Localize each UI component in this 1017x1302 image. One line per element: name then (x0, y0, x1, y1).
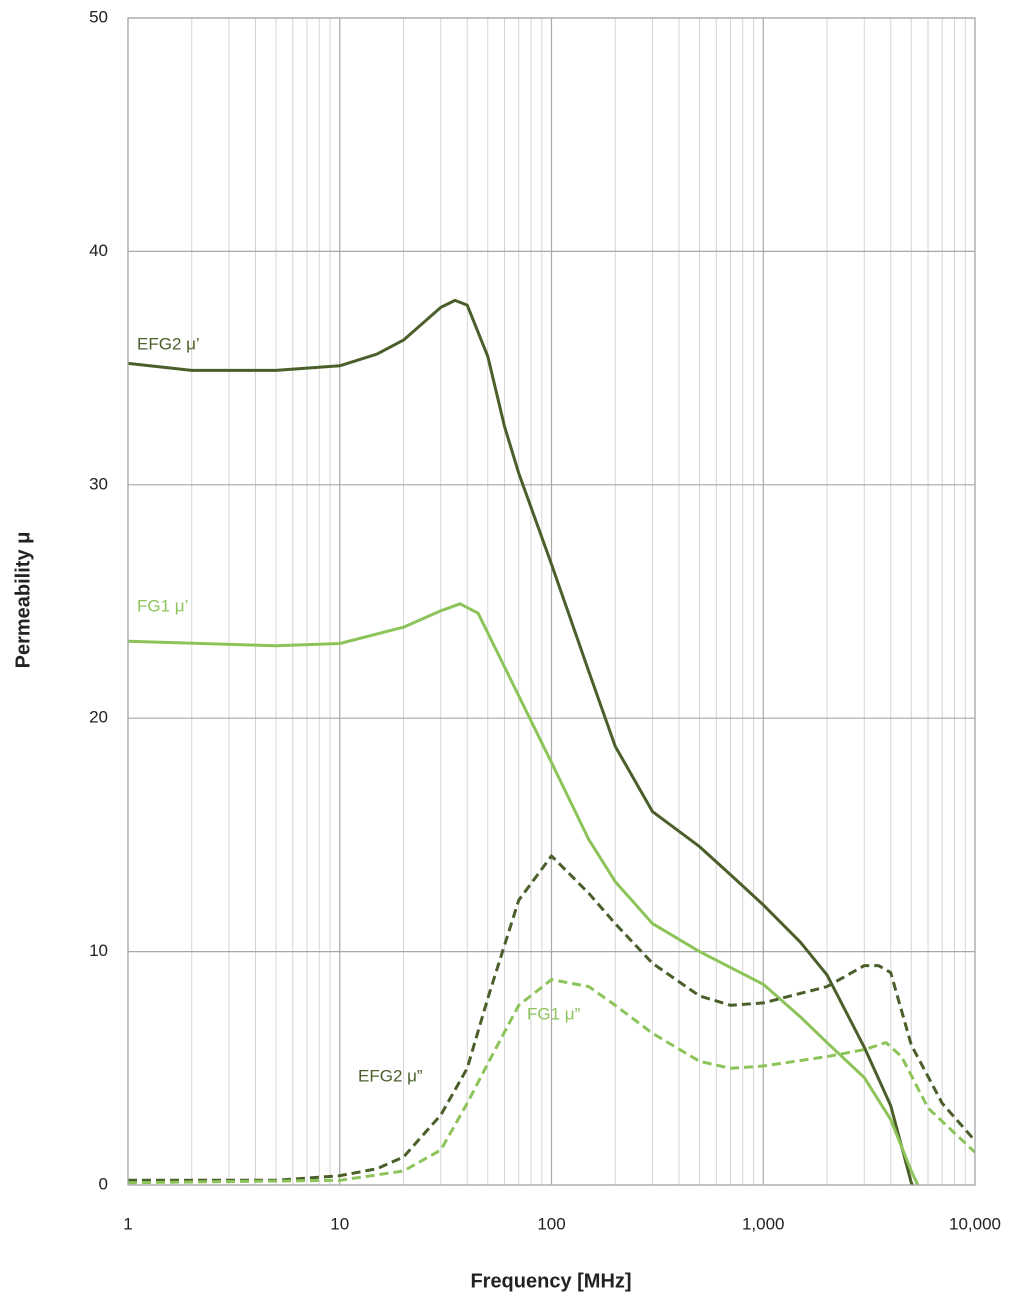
series-label: EFG2 μ’ (137, 334, 200, 353)
series-line (128, 298, 914, 1185)
x-tick-label: 1 (123, 1214, 132, 1233)
x-tick-label: 10,000 (949, 1214, 1001, 1233)
series-label: EFG2 μ” (358, 1066, 423, 1085)
x-tick-label: 1,000 (742, 1214, 785, 1233)
y-tick-label: 20 (89, 708, 108, 727)
y-tick-label: 30 (89, 474, 108, 493)
series-line (128, 854, 975, 1182)
x-tick-label: 10 (330, 1214, 349, 1233)
plot-area (128, 298, 975, 1185)
y-tick-label: 10 (89, 941, 108, 960)
x-tick-label: 100 (537, 1214, 565, 1233)
series-line (128, 978, 975, 1185)
y-tick-label: 40 (89, 241, 108, 260)
series-label: FG1 μ’ (137, 596, 188, 615)
y-tick-label: 0 (99, 1174, 108, 1193)
series-label: FG1 μ” (527, 1004, 581, 1023)
y-tick-label: 50 (89, 7, 108, 26)
x-axis-title: Frequency [MHz] (470, 1270, 631, 1292)
series-line (128, 602, 920, 1185)
y-axis-title: Permeability μ (12, 532, 34, 669)
plot-border (127, 17, 976, 1186)
